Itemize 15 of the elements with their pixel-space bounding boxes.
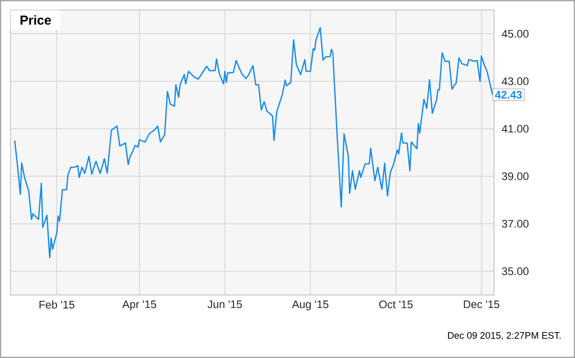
y-tick-label: 41.00 [502,124,529,133]
y-tick-label: 45.00 [502,30,529,38]
x-tick-label: Aug '15 [292,300,328,310]
x-tick-label: Dec '15 [464,300,500,308]
x-tick-label: Apr '15 [122,300,156,310]
y-tick-label: 37.00 [502,220,529,228]
x-tick-label: Jun '15 [208,300,242,308]
y-tick-label: 39.00 [502,172,529,180]
y-tick-label: 35.00 [502,267,529,276]
text: Dec 09 2015, 2:27PM EST. [448,332,561,340]
chart-title: Price [20,15,51,25]
x-tick-label: Oct '15 [379,300,413,308]
x-tick-label: Feb '15 [40,300,74,309]
y-tick-label: 43.00 [502,77,529,86]
annotation: 42.43 [494,90,522,99]
